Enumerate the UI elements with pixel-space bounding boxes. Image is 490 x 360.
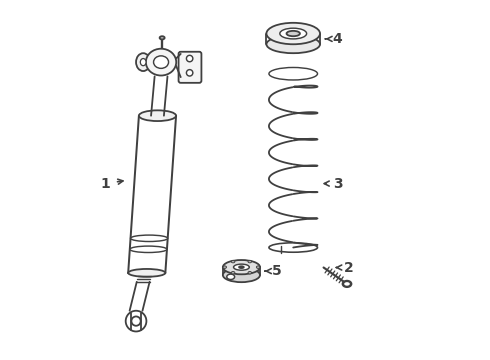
Ellipse shape <box>239 266 244 268</box>
Text: 3: 3 <box>324 176 343 190</box>
Ellipse shape <box>126 311 147 332</box>
Ellipse shape <box>267 23 320 44</box>
Ellipse shape <box>234 264 249 270</box>
Ellipse shape <box>128 269 165 277</box>
Ellipse shape <box>130 235 168 242</box>
Ellipse shape <box>186 55 193 62</box>
Ellipse shape <box>186 69 193 76</box>
Ellipse shape <box>256 266 260 269</box>
Ellipse shape <box>153 56 169 68</box>
Text: 4: 4 <box>325 32 342 46</box>
Ellipse shape <box>269 243 318 252</box>
Ellipse shape <box>280 28 307 39</box>
Text: 5: 5 <box>265 264 282 278</box>
Ellipse shape <box>227 274 235 279</box>
Ellipse shape <box>140 59 146 66</box>
Ellipse shape <box>131 316 141 326</box>
Ellipse shape <box>146 49 176 76</box>
Ellipse shape <box>248 271 251 274</box>
Ellipse shape <box>160 36 165 40</box>
Ellipse shape <box>343 282 350 287</box>
Ellipse shape <box>231 271 235 274</box>
FancyBboxPatch shape <box>178 52 201 83</box>
Ellipse shape <box>223 268 260 282</box>
Ellipse shape <box>223 260 260 274</box>
Ellipse shape <box>139 111 176 121</box>
Text: 2: 2 <box>336 261 353 275</box>
Text: 1: 1 <box>101 176 123 190</box>
Ellipse shape <box>223 266 226 269</box>
Ellipse shape <box>130 246 167 252</box>
Ellipse shape <box>269 67 318 80</box>
Ellipse shape <box>287 31 300 36</box>
Ellipse shape <box>248 260 251 263</box>
Ellipse shape <box>136 53 150 71</box>
Ellipse shape <box>231 260 235 263</box>
Ellipse shape <box>343 281 351 287</box>
Ellipse shape <box>267 35 320 53</box>
